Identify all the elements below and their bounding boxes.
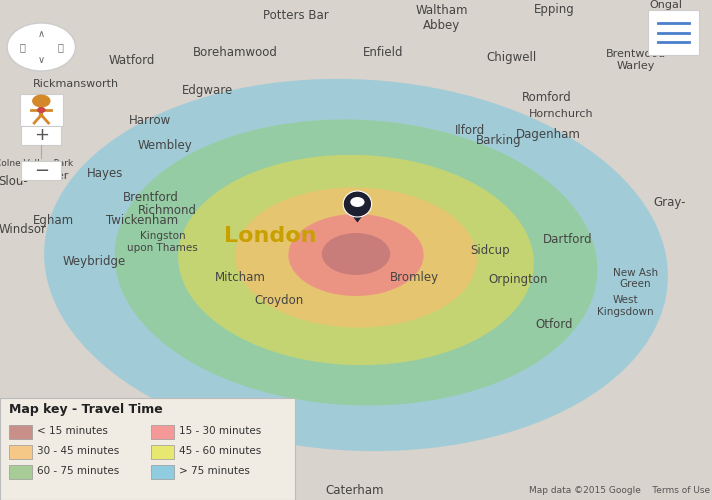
FancyBboxPatch shape [9, 424, 32, 438]
Text: ∧: ∧ [38, 29, 45, 39]
Text: 60 - 75 minutes: 60 - 75 minutes [37, 466, 120, 476]
Text: +: + [33, 126, 49, 144]
Text: Kingston
upon Thames: Kingston upon Thames [127, 231, 198, 252]
Text: West
Kingsdown: West Kingsdown [597, 295, 654, 316]
Text: Map data ©2015 Google    Terms of Use: Map data ©2015 Google Terms of Use [530, 486, 711, 495]
Circle shape [32, 94, 51, 108]
Text: Windsor: Windsor [0, 223, 47, 236]
Text: −: − [33, 162, 49, 180]
Text: Watford: Watford [108, 54, 155, 67]
FancyBboxPatch shape [9, 444, 32, 458]
FancyBboxPatch shape [151, 464, 174, 478]
Text: 〈: 〈 [19, 42, 26, 52]
Text: Orpington: Orpington [488, 272, 548, 285]
Text: Dagenham: Dagenham [515, 128, 581, 141]
Text: Mitcham: Mitcham [215, 271, 266, 284]
FancyBboxPatch shape [9, 464, 32, 478]
Text: Barking: Barking [476, 134, 521, 147]
Ellipse shape [235, 188, 477, 328]
Text: Gray-: Gray- [653, 196, 686, 209]
Text: Richmond: Richmond [138, 204, 197, 217]
Text: Harrow: Harrow [128, 114, 171, 127]
Text: Croydon: Croydon [254, 294, 304, 307]
Text: Ongal: Ongal [649, 0, 682, 10]
Text: Hornchurch: Hornchurch [529, 109, 593, 119]
Text: Dartford: Dartford [543, 232, 593, 245]
Text: Waltham
Abbey: Waltham Abbey [415, 4, 468, 32]
Text: Edgware: Edgware [182, 84, 234, 97]
Text: 15 - 30 minutes: 15 - 30 minutes [179, 426, 262, 436]
Ellipse shape [343, 191, 372, 217]
Circle shape [7, 23, 75, 71]
FancyBboxPatch shape [648, 10, 699, 55]
Text: Rickmansworth: Rickmansworth [33, 79, 119, 89]
Text: ∨: ∨ [38, 55, 45, 65]
Text: New Ash
Green: New Ash Green [612, 268, 658, 289]
Text: Twickenham: Twickenham [106, 214, 179, 227]
Text: Wembley: Wembley [138, 139, 192, 152]
Text: Iver: Iver [48, 171, 69, 181]
FancyBboxPatch shape [151, 444, 174, 458]
Text: Potters Bar: Potters Bar [263, 9, 328, 22]
Text: Ilford: Ilford [455, 124, 485, 137]
Ellipse shape [178, 155, 534, 365]
Text: 45 - 60 minutes: 45 - 60 minutes [179, 446, 262, 456]
Text: > 75 minutes: > 75 minutes [179, 466, 251, 476]
Ellipse shape [288, 214, 424, 296]
FancyBboxPatch shape [21, 161, 61, 180]
Circle shape [350, 197, 365, 207]
Ellipse shape [115, 120, 597, 406]
Circle shape [37, 107, 46, 113]
Text: Sidcup: Sidcup [470, 244, 510, 257]
Text: London: London [224, 226, 317, 246]
Text: Brentwood
Warley: Brentwood Warley [606, 49, 666, 70]
Text: Weybridge: Weybridge [63, 255, 125, 268]
Ellipse shape [44, 79, 668, 451]
FancyBboxPatch shape [20, 94, 63, 126]
Text: Brentford: Brentford [123, 191, 179, 204]
Text: Slou-: Slou- [0, 175, 28, 188]
Text: Borehamwood: Borehamwood [192, 46, 278, 59]
Text: Chigwell: Chigwell [486, 51, 536, 64]
Text: Egham: Egham [33, 214, 74, 227]
FancyBboxPatch shape [151, 424, 174, 438]
FancyBboxPatch shape [21, 126, 61, 145]
Text: 30 - 45 minutes: 30 - 45 minutes [37, 446, 120, 456]
Text: Colne Valley Park: Colne Valley Park [0, 159, 73, 168]
Text: Otford: Otford [535, 318, 572, 330]
Text: < 15 minutes: < 15 minutes [37, 426, 108, 436]
Polygon shape [346, 208, 369, 222]
Text: Caterham: Caterham [325, 484, 384, 497]
Text: Epping: Epping [533, 3, 575, 16]
Text: Romford: Romford [522, 91, 572, 104]
Ellipse shape [322, 233, 390, 275]
Text: 〉: 〉 [57, 42, 63, 52]
FancyBboxPatch shape [0, 398, 295, 500]
Text: Bromley: Bromley [390, 271, 439, 284]
Text: Map key - Travel Time: Map key - Travel Time [9, 402, 162, 415]
Text: Hayes: Hayes [87, 168, 124, 180]
Text: Enfield: Enfield [363, 46, 403, 59]
